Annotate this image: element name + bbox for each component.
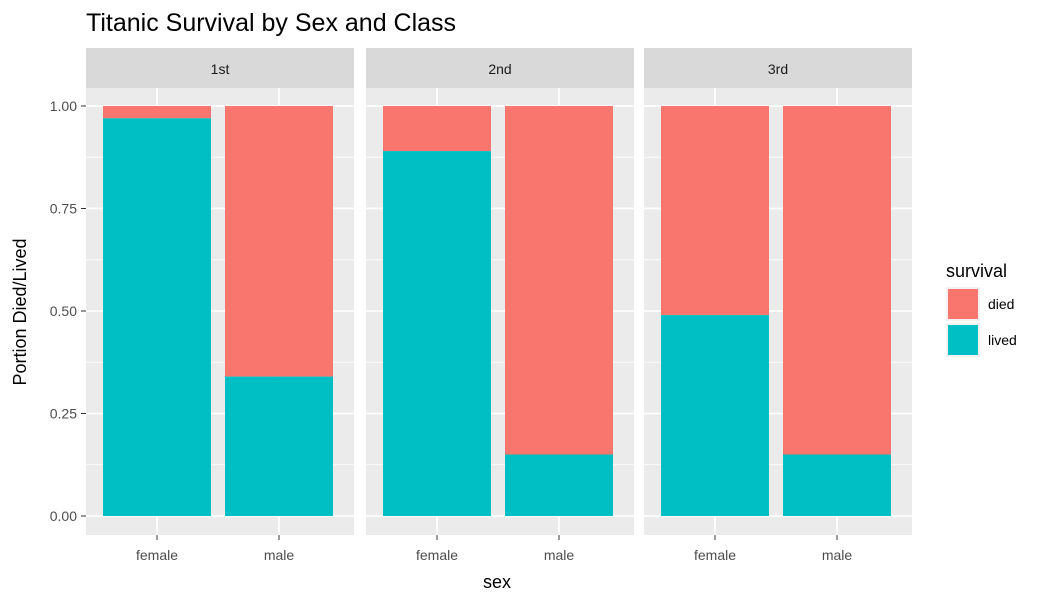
y-tick-label: 1.00 bbox=[50, 98, 77, 114]
facet-panel-2nd: 2nd female male bbox=[366, 48, 634, 563]
bar-died-1st-female bbox=[103, 106, 211, 119]
legend-key-lived bbox=[948, 325, 978, 355]
facet-strip bbox=[644, 48, 912, 88]
chart-title: Titanic Survival by Sex and Class bbox=[86, 9, 456, 37]
legend-title: survival bbox=[946, 261, 1007, 281]
facet-strip-label: 2nd bbox=[488, 61, 511, 77]
bar-lived-2nd-male bbox=[505, 454, 613, 516]
y-tick-label: 0.00 bbox=[50, 508, 77, 524]
bar-lived-3rd-male bbox=[783, 454, 891, 516]
bar-died-1st-male bbox=[225, 106, 333, 377]
x-tick-label: male bbox=[544, 547, 575, 563]
y-tick-label: 0.75 bbox=[50, 201, 77, 217]
legend-label-lived: lived bbox=[988, 332, 1017, 348]
x-tick-label: female bbox=[136, 547, 178, 563]
bar-died-3rd-male bbox=[783, 106, 891, 455]
facet-strip-label: 3rd bbox=[768, 61, 788, 77]
bar-died-2nd-female bbox=[383, 106, 491, 152]
x-tick-label: male bbox=[264, 547, 295, 563]
x-tick-label: male bbox=[822, 547, 853, 563]
facet-panels: 1st female male 2nd female male 3rd female male bbox=[86, 48, 912, 563]
legend-label-died: died bbox=[988, 296, 1014, 312]
x-axis-title: sex bbox=[483, 572, 511, 592]
bar-died-3rd-female bbox=[661, 106, 769, 316]
facet-panel-3rd: 3rd female male bbox=[644, 48, 912, 563]
facet-strip-label: 1st bbox=[211, 61, 230, 77]
y-tick-label: 0.50 bbox=[50, 303, 77, 319]
bar-lived-1st-male bbox=[225, 376, 333, 516]
bar-lived-2nd-female bbox=[383, 151, 491, 516]
facet-strip bbox=[86, 48, 354, 88]
facet-strip bbox=[366, 48, 634, 88]
legend-key-died bbox=[948, 289, 978, 319]
y-axis-title: Portion Died/Lived bbox=[10, 238, 30, 385]
x-tick-label: female bbox=[694, 547, 736, 563]
bar-died-2nd-male bbox=[505, 106, 613, 455]
x-tick-label: female bbox=[416, 547, 458, 563]
facet-panel-1st: 1st female male bbox=[86, 48, 354, 563]
bar-lived-1st-female bbox=[103, 118, 211, 517]
bar-lived-3rd-female bbox=[661, 315, 769, 516]
legend: survival died lived bbox=[946, 261, 1017, 357]
y-tick-label: 0.25 bbox=[50, 406, 77, 422]
y-axis: 0.00 0.25 0.50 0.75 1.00 bbox=[50, 98, 86, 524]
